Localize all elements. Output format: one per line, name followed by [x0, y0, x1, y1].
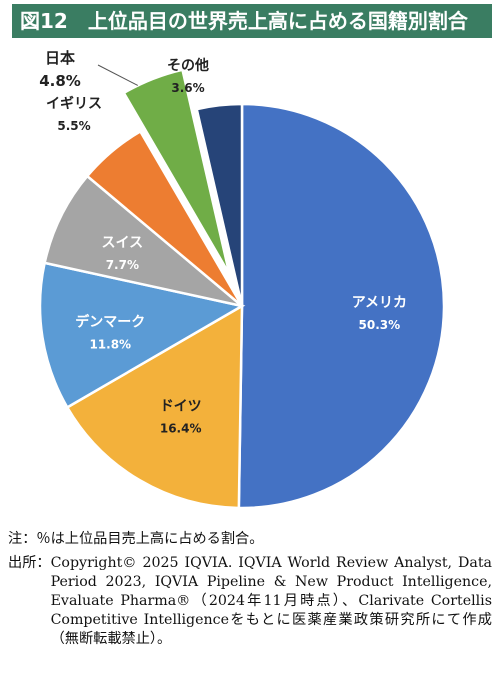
slice-value-label-0: 50.3%: [359, 318, 401, 332]
slice-label-1: ドイツ: [160, 399, 202, 415]
pie-slice-6: [195, 102, 244, 307]
pie-slice-0: [237, 102, 446, 510]
slice-label-0: アメリカ: [352, 295, 407, 311]
pie-chart: アメリカ 50.3% ドイツ 16.4% デンマーク 11.8% スイス 7.7% イギリス 5.…: [38, 49, 446, 510]
slice-value-label-3: 7.7%: [106, 258, 139, 272]
pie-slices: [38, 68, 446, 510]
slice-label-4: イギリス: [46, 95, 102, 112]
slice-label-6: その他: [167, 57, 209, 74]
pie-slice-3: [43, 174, 243, 308]
source-text: Copyright© 2025 IQVIA. IQVIA World Revie…: [50, 555, 492, 647]
slice-label-3: スイス: [102, 235, 144, 251]
slice-value-label-5: 4.8%: [39, 72, 81, 90]
note-text: ％は上位品目売上高に占める割合。: [36, 531, 264, 547]
source-row: 出所： Copyright© 2025 IQVIA. IQVIA World R…: [8, 554, 492, 649]
pie-slice-5: [122, 68, 231, 276]
note-label: 注：: [8, 531, 37, 547]
pie-slice-4: [85, 129, 244, 307]
chart-notes: 注： ％は上位品目売上高に占める割合。 出所： Copyright© 2025 …: [8, 530, 492, 649]
slice-value-label-2: 11.8%: [89, 338, 131, 352]
slice-value-label-6: 3.6%: [171, 81, 204, 95]
slice-value-label-4: 5.5%: [57, 119, 90, 133]
slice-label-2: デンマーク: [75, 314, 145, 331]
slice-labels: アメリカ 50.3% ドイツ 16.4% デンマーク 11.8% スイス 7.7% イギリス 5.…: [39, 49, 407, 436]
slice-label-5: 日本: [45, 49, 75, 67]
pie-slice-2: [38, 261, 246, 410]
chart-title: 図12 上位品目の世界売上高に占める国籍別割合: [12, 4, 492, 38]
source-label: 出所：: [8, 555, 51, 571]
leader-lines: [97, 64, 139, 86]
note-row: 注： ％は上位品目売上高に占める割合。: [8, 530, 492, 549]
leader-line-5: [97, 64, 139, 86]
pie-slice-1: [65, 303, 244, 510]
slice-value-label-1: 16.4%: [160, 422, 202, 436]
